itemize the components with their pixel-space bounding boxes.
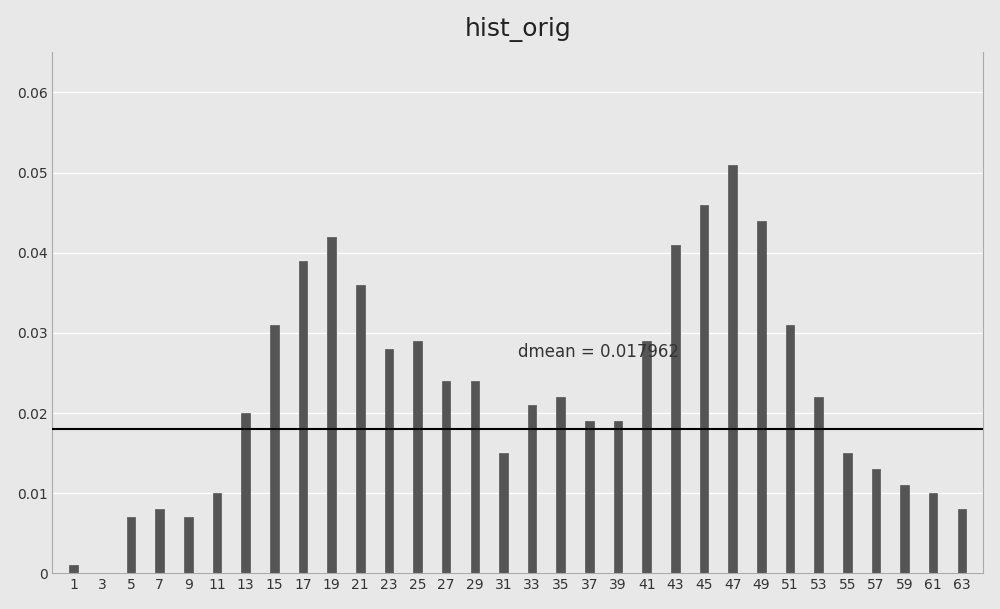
Bar <box>556 397 565 574</box>
Title: hist_orig: hist_orig <box>464 16 571 41</box>
Bar <box>184 518 193 574</box>
Bar <box>127 518 135 574</box>
Bar <box>929 493 937 574</box>
Bar <box>786 325 794 574</box>
Bar <box>614 421 622 574</box>
Bar <box>900 485 909 574</box>
Bar <box>757 220 766 574</box>
Bar <box>700 205 708 574</box>
Bar <box>814 397 823 574</box>
Bar <box>671 245 680 574</box>
Bar <box>642 341 651 574</box>
Bar <box>241 413 250 574</box>
Bar <box>385 349 393 574</box>
Bar <box>270 325 279 574</box>
Bar <box>843 453 852 574</box>
Bar <box>728 164 737 574</box>
Bar <box>327 237 336 574</box>
Text: dmean = 0.017962: dmean = 0.017962 <box>518 343 679 361</box>
Bar <box>356 285 365 574</box>
Bar <box>299 261 307 574</box>
Bar <box>213 493 221 574</box>
Bar <box>471 381 479 574</box>
Bar <box>69 565 78 574</box>
Bar <box>585 421 594 574</box>
Bar <box>528 405 536 574</box>
Bar <box>155 509 164 574</box>
Bar <box>413 341 422 574</box>
Bar <box>442 381 450 574</box>
Bar <box>499 453 508 574</box>
Bar <box>958 509 966 574</box>
Bar <box>872 470 880 574</box>
